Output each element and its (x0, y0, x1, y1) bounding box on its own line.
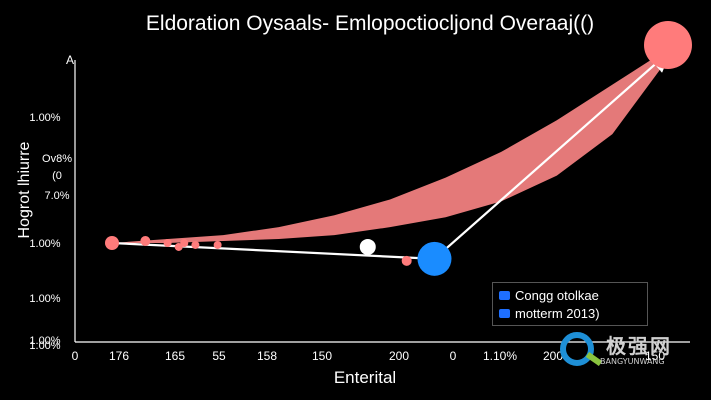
x-tick-label: 200 (543, 349, 563, 363)
x-tick-label: 150 (645, 349, 665, 363)
trend-line (111, 50, 672, 260)
x-tick-label: 0 (450, 349, 457, 363)
y-tick-label: (0 (52, 170, 62, 182)
data-point-extra (359, 238, 376, 255)
data-point (163, 239, 172, 247)
y-tick-label: 1.00% (29, 238, 60, 250)
data-point (180, 239, 189, 247)
x-axis-label: Enterital (334, 368, 396, 387)
legend-label: motterm 2013) (515, 305, 600, 321)
trend-arrow-path (111, 50, 672, 260)
x-tick-label: 55 (212, 349, 226, 363)
data-point (644, 21, 692, 69)
svg-text:0: 0 (72, 349, 79, 363)
data-point (401, 255, 412, 266)
data-points (105, 21, 692, 276)
y-tick-labels: 1.00%1.00%1.00%1.00%1.00%Ov8%(07.0% (29, 112, 72, 352)
x-tick-label: 200 (389, 349, 409, 363)
y-tick-label: 1.00% (29, 293, 60, 305)
data-point (105, 236, 119, 250)
x-tick-label: 150 (312, 349, 332, 363)
watermark-logo-icon (560, 332, 594, 366)
watermark: 极强网 BANGYUNWANG (560, 330, 690, 370)
x-tick-label: 1.10% (483, 349, 517, 363)
x-tick-labels: 176 165 55 158 150 200 0 1.10% 200 150 (109, 349, 665, 363)
y-tick-label: 1.00% (29, 335, 60, 347)
watermark-en-text: BANGYUNWANG (600, 357, 665, 366)
legend: Congg otolkae motterm 2013) (492, 282, 648, 326)
x-tick-label: 165 (165, 349, 185, 363)
band-area (112, 48, 668, 244)
legend-swatch (499, 290, 510, 300)
y-tick-label: 1.00% (29, 112, 60, 124)
data-point (140, 236, 151, 247)
confidence-band (112, 48, 668, 244)
y-tick-label: 7.0% (44, 190, 69, 202)
y-axis-arrow-label: A (66, 53, 74, 67)
x-tick-label: 158 (257, 349, 277, 363)
data-point (417, 241, 452, 276)
data-point (191, 240, 200, 249)
x-tick-label: 176 (109, 349, 129, 363)
watermark-cn-text: 极强网 (606, 334, 672, 358)
legend-label: Congg otolkae (515, 287, 599, 303)
data-point (174, 242, 183, 251)
legend-entry: motterm 2013) (499, 305, 600, 321)
chart-title: Eldoration Oysaals- Emlopoctiocljond Ove… (146, 12, 594, 35)
legend-entry: Congg otolkae (499, 287, 599, 303)
legend-swatch (499, 308, 510, 318)
y-tick-label: 1.00% (29, 340, 60, 352)
y-tick-label: Ov8% (42, 153, 72, 165)
data-point (213, 240, 222, 249)
y-axis-label: Hogrot lhiurre (16, 141, 33, 238)
